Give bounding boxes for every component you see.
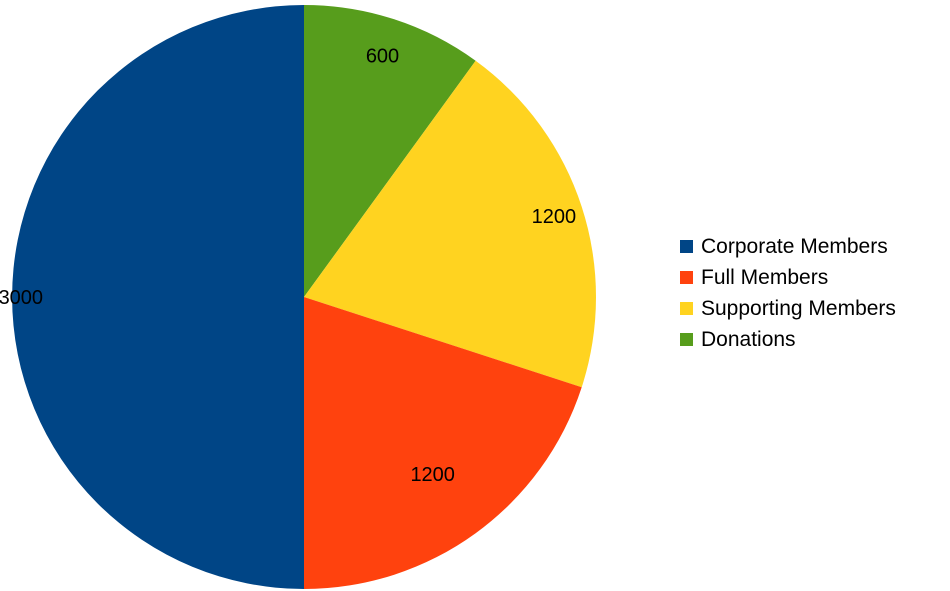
pie-slice-corporate-members: [12, 5, 304, 589]
pie-slice-label-supporting-members: 1200: [532, 206, 577, 228]
legend-label: Corporate Members: [701, 234, 888, 258]
pie-slice-full-members: [304, 297, 582, 589]
chart-legend: Corporate Members Full Members Supporting …: [680, 231, 896, 355]
pie-slice-donations: [304, 5, 476, 297]
legend-label: Full Members: [701, 265, 829, 289]
legend-swatch: [680, 240, 693, 253]
legend-item: Full Members: [680, 262, 896, 293]
pie-slice-label-full-members: 1200: [410, 464, 455, 486]
legend-label: Donations: [701, 327, 796, 351]
legend-swatch: [680, 302, 693, 315]
legend-label: Supporting Members: [701, 296, 896, 320]
pie-slice-label-corporate-members: 3000: [0, 287, 43, 309]
legend-swatch: [680, 333, 693, 346]
legend-item: Corporate Members: [680, 231, 896, 262]
pie-slice-supporting-members: [304, 60, 596, 388]
legend-item: Donations: [680, 324, 896, 355]
legend-swatch: [680, 271, 693, 284]
legend-item: Supporting Members: [680, 293, 896, 324]
pie-slices: [12, 5, 596, 589]
pie-slice-labels: 600 1200 1200 3000: [0, 45, 576, 486]
pie-slice-label-donations: 600: [366, 45, 399, 67]
